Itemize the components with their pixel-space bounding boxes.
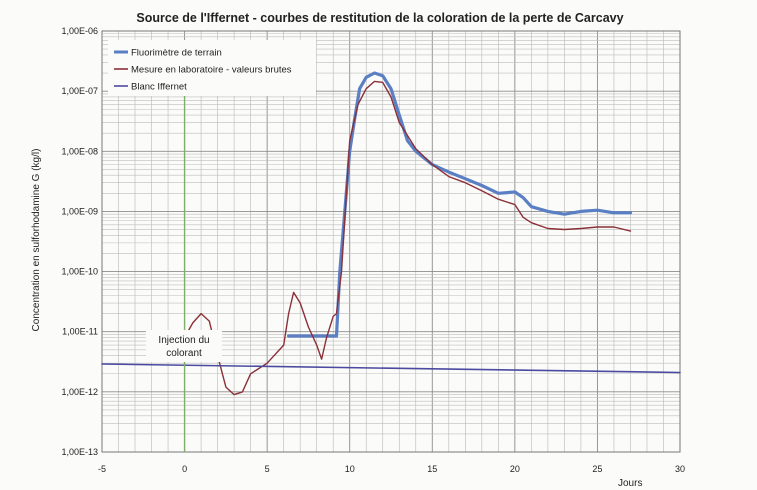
legend-entry: Mesure en laboratoire - valeurs brutes xyxy=(131,65,292,76)
x-tick-label: 15 xyxy=(427,464,437,474)
x-tick-label: 0 xyxy=(182,464,187,474)
x-axis-label: Jours xyxy=(618,478,642,489)
y-tick-label: 1,00E-07 xyxy=(61,86,98,96)
legend-entry: Blanc Iffernet xyxy=(131,82,187,93)
y-tick-label: 1,00E-08 xyxy=(61,146,98,156)
injection-label-box xyxy=(146,330,222,362)
x-tick-label: 30 xyxy=(675,464,685,474)
y-axis-label: Concentration en sulforhodamine G (kg/l) xyxy=(31,149,42,332)
x-tick-label: 5 xyxy=(265,464,270,474)
series-group xyxy=(101,71,681,396)
injection-label: colorant xyxy=(166,348,202,359)
x-tick-label: 20 xyxy=(510,464,520,474)
legend-box xyxy=(108,40,316,96)
tick-labels: -5 0 5 10 15 20 25 30 1,00E-13 1,00E-12 1,00E-11 1,… xyxy=(61,26,685,474)
y-tick-label: 1,00E-09 xyxy=(61,206,98,216)
plot-frame xyxy=(101,30,681,453)
x-tick-label: 10 xyxy=(345,464,355,474)
x-tick-label: 25 xyxy=(592,464,602,474)
chart-title: Source de l'Iffernet - courbes de restit… xyxy=(136,11,623,25)
legend-entry: Fluorimètre de terrain xyxy=(131,48,222,59)
y-tick-label: 1,00E-11 xyxy=(62,327,98,337)
series-line-3 xyxy=(101,363,681,374)
series-line-1 xyxy=(287,71,633,338)
x-tick-label: -5 xyxy=(98,464,106,474)
y-tick-label: 1,00E-06 xyxy=(61,26,98,36)
injection-label: Injection du xyxy=(158,335,209,346)
y-tick-label: 1,00E-12 xyxy=(61,387,98,397)
series-line-2 xyxy=(175,80,632,396)
y-tick-label: 1,00E-10 xyxy=(61,267,98,277)
injection-annotation: Injection du colorant xyxy=(146,91,222,452)
y-tick-label: 1,00E-13 xyxy=(61,447,98,457)
legend: Fluorimètre de terrain Mesure en laborato… xyxy=(108,40,316,96)
